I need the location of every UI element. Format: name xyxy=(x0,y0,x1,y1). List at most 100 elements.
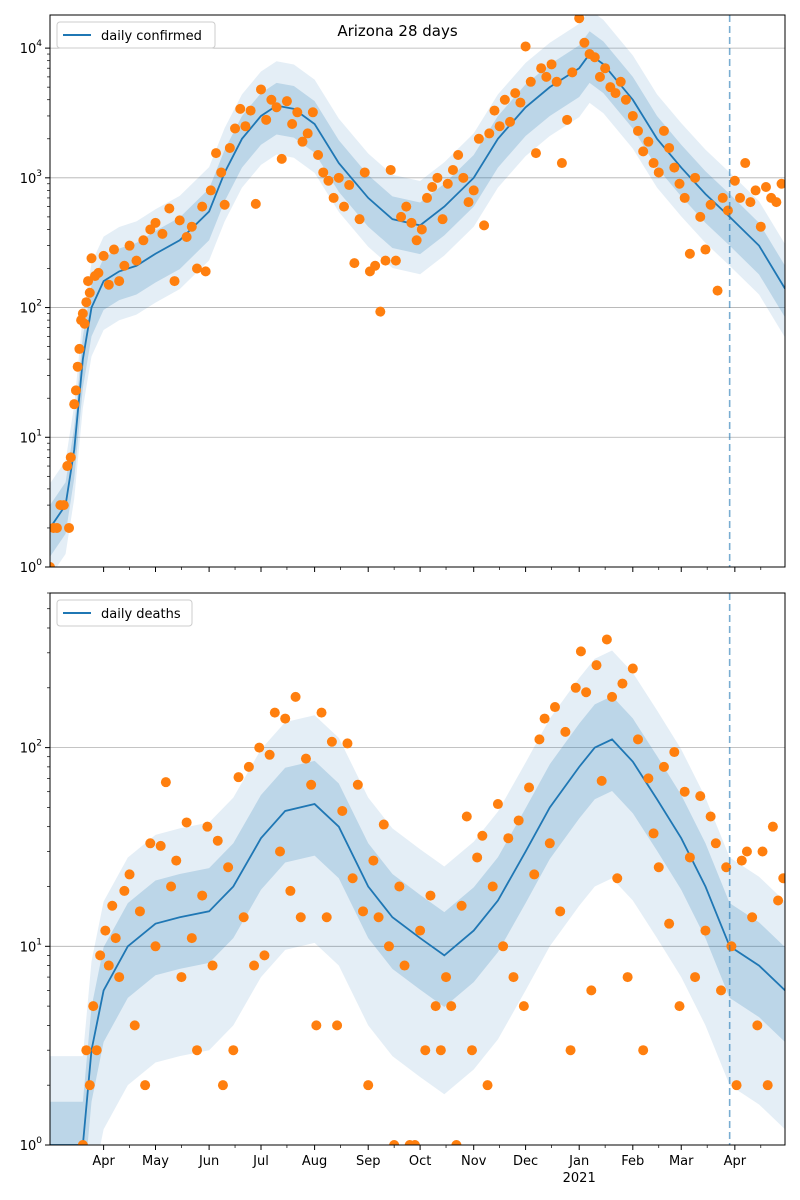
data-point xyxy=(441,972,452,983)
data-point xyxy=(612,873,623,884)
x-tick-label: Oct xyxy=(409,1154,431,1169)
data-point xyxy=(705,199,716,210)
data-point xyxy=(207,960,218,971)
median-line xyxy=(50,738,785,1145)
data-point xyxy=(735,192,746,203)
data-point xyxy=(690,972,701,983)
data-point xyxy=(546,59,557,70)
data-point xyxy=(767,821,778,832)
data-point xyxy=(643,773,654,784)
data-point xyxy=(484,128,495,139)
y-tick-label: 100 xyxy=(20,1136,43,1154)
data-point xyxy=(717,192,728,203)
data-point xyxy=(219,199,230,210)
data-point xyxy=(380,255,391,266)
data-point xyxy=(472,852,483,863)
data-point xyxy=(432,172,443,183)
data-point xyxy=(93,267,104,278)
x-tick-label: Dec xyxy=(513,1154,538,1169)
data-point xyxy=(579,37,590,48)
data-point xyxy=(95,950,106,961)
data-point xyxy=(129,1020,140,1031)
data-point xyxy=(520,41,531,52)
data-point xyxy=(216,167,227,178)
data-point xyxy=(716,985,727,996)
y-tick-label: 101 xyxy=(20,937,42,955)
legend-label: daily confirmed xyxy=(101,29,202,44)
data-point xyxy=(627,110,638,121)
data-point xyxy=(679,786,690,797)
x-tick-label: Jul xyxy=(252,1154,269,1169)
data-point xyxy=(690,172,701,183)
data-point xyxy=(145,838,156,849)
axes-frame xyxy=(49,592,786,1146)
data-point xyxy=(164,203,175,214)
data-point xyxy=(518,1001,529,1012)
data-point xyxy=(280,713,291,724)
data-point xyxy=(65,452,76,463)
data-point xyxy=(211,148,222,159)
data-point xyxy=(306,779,317,790)
x-tick-label: Jun xyxy=(198,1154,219,1169)
data-point xyxy=(778,873,785,884)
x-tick-label: Jan xyxy=(568,1154,589,1169)
data-point xyxy=(499,94,510,105)
data-point xyxy=(773,895,784,906)
data-point xyxy=(515,97,526,108)
data-point xyxy=(243,761,254,772)
data-point xyxy=(664,142,675,153)
data-point xyxy=(103,279,114,290)
data-point xyxy=(217,1080,228,1091)
data-point xyxy=(200,266,211,277)
data-point xyxy=(750,185,761,196)
y-tick-label: 100 xyxy=(20,558,43,576)
data-point xyxy=(192,263,202,274)
data-point xyxy=(752,1020,763,1031)
data-point xyxy=(390,255,401,266)
data-point xyxy=(425,890,436,901)
data-point xyxy=(186,933,197,944)
data-point xyxy=(240,121,251,132)
data-point xyxy=(487,881,498,892)
data-point xyxy=(503,833,514,844)
data-point xyxy=(508,972,519,983)
data-point xyxy=(259,950,270,961)
data-point xyxy=(332,1020,343,1031)
data-point xyxy=(722,205,733,216)
data-point xyxy=(700,925,711,936)
data-point xyxy=(446,1001,457,1012)
data-point xyxy=(726,941,737,952)
median-line xyxy=(50,52,785,529)
data-point xyxy=(607,691,618,702)
data-point xyxy=(323,175,334,186)
data-point xyxy=(91,1045,102,1056)
data-point xyxy=(396,211,407,222)
data-point xyxy=(456,900,467,911)
data-point xyxy=(736,855,747,866)
data-point xyxy=(124,869,135,880)
data-point xyxy=(747,912,758,923)
data-point xyxy=(536,63,547,74)
data-point xyxy=(368,855,379,866)
data-point xyxy=(669,162,680,173)
data-point xyxy=(250,198,261,209)
data-point xyxy=(378,819,389,830)
data-point xyxy=(281,96,292,107)
data-point xyxy=(684,248,695,259)
data-point xyxy=(740,158,751,169)
data-point xyxy=(549,702,560,713)
data-point xyxy=(589,52,600,63)
data-point xyxy=(551,76,562,87)
data-point xyxy=(700,244,711,255)
data-point xyxy=(524,782,535,793)
data-point xyxy=(70,385,81,396)
data-point xyxy=(84,1080,95,1091)
data-point xyxy=(370,260,381,271)
data-point xyxy=(492,799,503,810)
data-point xyxy=(176,972,187,983)
data-point xyxy=(186,221,197,232)
data-point xyxy=(359,167,370,178)
data-point xyxy=(261,114,272,125)
data-point xyxy=(108,244,119,255)
data-point xyxy=(72,361,83,372)
